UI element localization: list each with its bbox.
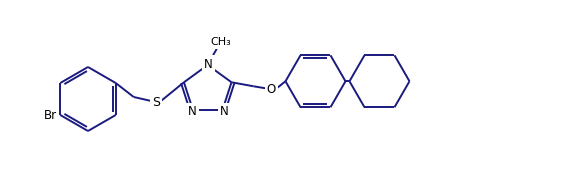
Text: N: N [205,57,213,70]
Text: N: N [188,105,196,118]
Text: Br: Br [44,108,57,121]
Text: CH₃: CH₃ [210,37,231,47]
Text: O: O [267,83,276,96]
Text: S: S [152,96,160,108]
Text: N: N [220,105,229,118]
